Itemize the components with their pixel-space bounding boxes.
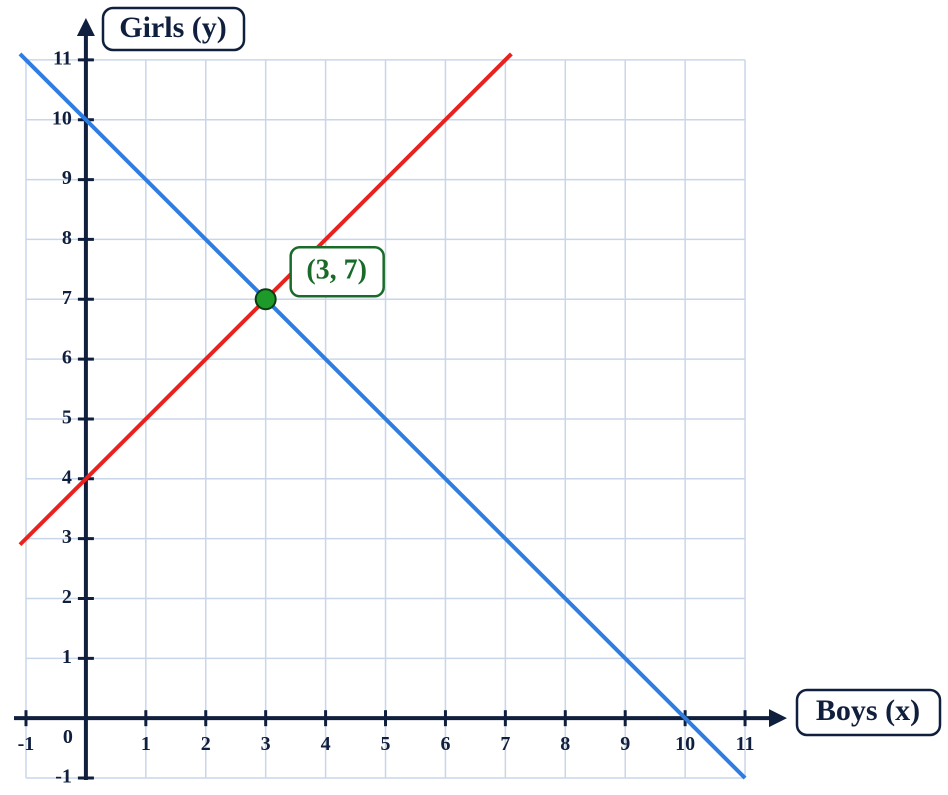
y-tick-label: 4	[62, 466, 72, 488]
x-tick-label: 3	[261, 733, 271, 755]
y-tick-label: 7	[62, 287, 72, 309]
y-tick-label: 9	[62, 167, 72, 189]
x-axis-arrow	[769, 709, 787, 728]
y-tick-label: 11	[53, 47, 72, 69]
axes: -1 0 1 2 3 4 5 6 7 8 9 10 11 -1 1 2 3 4 5 6 7 8 9 10 11	[14, 18, 787, 788]
x-tick-label: 6	[440, 733, 450, 755]
x-tick-label: 5	[381, 733, 391, 755]
x-tick-label: 7	[500, 733, 510, 755]
x-tick-label: 4	[321, 733, 331, 755]
intersection-point	[254, 288, 277, 311]
y-axis-arrow	[76, 18, 95, 36]
x-tick-label: -1	[18, 733, 35, 755]
x-tick-label: 9	[620, 733, 630, 755]
y-tick-label: 3	[62, 526, 72, 548]
marks: (3, 7)	[18, 52, 747, 780]
y-tick-label: 5	[62, 407, 72, 429]
x-tick-label: 1	[141, 733, 151, 755]
x-tick-label: 10	[675, 733, 695, 755]
y-tick-label: -1	[55, 766, 72, 788]
y-label-box	[101, 6, 246, 52]
x-tick-label: 8	[560, 733, 570, 755]
x-tick-label: 0	[63, 726, 73, 748]
y-tick-label: 10	[52, 107, 72, 129]
y-tick-label: 2	[62, 586, 72, 608]
x-axis-label: Boys (x)	[816, 694, 920, 727]
y-axis-label: Girls (y)	[119, 11, 226, 44]
series-line	[18, 52, 747, 780]
grid	[25, 59, 746, 779]
annotation-box	[289, 246, 385, 298]
y-tick-label: 8	[62, 227, 72, 249]
x-tick-label: 11	[736, 733, 755, 755]
x-tick-label: 2	[201, 733, 211, 755]
y-tick-label: 1	[62, 646, 72, 668]
y-tick-label: 6	[62, 347, 72, 369]
x-label-box	[795, 688, 942, 737]
annotation-label: (3, 7)	[306, 255, 367, 286]
